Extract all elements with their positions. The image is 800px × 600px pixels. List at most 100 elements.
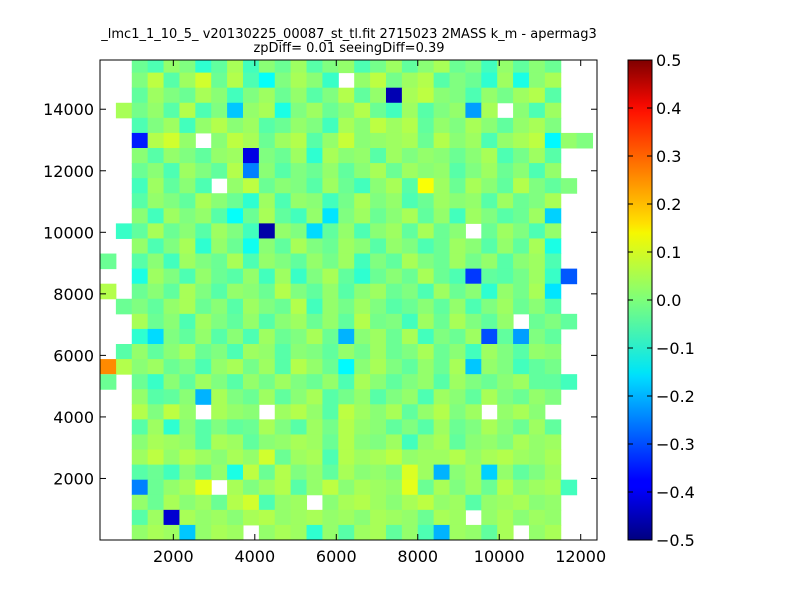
- heatmap-cell: [227, 449, 244, 466]
- heatmap-cell: [370, 509, 387, 526]
- heatmap-cell: [528, 494, 546, 511]
- heatmap-cell: [322, 87, 339, 104]
- heatmap-cell: [385, 117, 403, 134]
- heatmap-cell: [322, 132, 339, 149]
- heatmap-cell: [227, 102, 244, 119]
- heatmap-cell: [338, 283, 355, 300]
- heatmap-cell: [306, 72, 323, 89]
- heatmap-cell: [211, 298, 228, 315]
- heatmap-cell: [338, 238, 355, 255]
- heatmap-cell: [322, 148, 339, 164]
- heatmap-cell: [449, 404, 466, 420]
- heatmap-cell: [481, 163, 498, 179]
- heatmap-cell: [195, 374, 212, 390]
- heatmap-cell: [385, 374, 403, 390]
- heatmap-cell: [433, 359, 451, 375]
- heatmap-cell: [179, 419, 196, 435]
- heatmap-cell: [290, 464, 308, 481]
- y-tick-label: 8000: [53, 285, 94, 304]
- heatmap-cell: [227, 132, 244, 149]
- heatmap-cell: [401, 132, 419, 149]
- heatmap-cell: [354, 434, 371, 451]
- heatmap-cell: [163, 419, 180, 435]
- heatmap-cell: [179, 404, 196, 420]
- heatmap-cell: [544, 434, 562, 451]
- heatmap-cell: [163, 268, 180, 285]
- heatmap-cell: [544, 208, 562, 224]
- heatmap-cell: [290, 102, 308, 119]
- heatmap-cell: [544, 359, 562, 375]
- heatmap-cell: [513, 208, 530, 224]
- heatmap-cell: [528, 72, 546, 89]
- heatmap-cell: [385, 148, 403, 164]
- heatmap-cell: [163, 238, 180, 255]
- heatmap-cell: [385, 193, 403, 209]
- heatmap-cell: [481, 87, 498, 104]
- heatmap-cell: [322, 344, 339, 360]
- heatmap-cell: [370, 87, 387, 104]
- heatmap-cell: [513, 102, 530, 119]
- heatmap-cell: [370, 283, 387, 300]
- heatmap-cell: [211, 193, 228, 209]
- heatmap-cell: [227, 253, 244, 270]
- y-tick-label: 14000: [43, 100, 94, 119]
- heatmap-cell: [274, 148, 292, 164]
- heatmap-cell: [195, 464, 212, 481]
- heatmap-cell: [258, 434, 276, 451]
- heatmap-cell: [370, 60, 387, 74]
- heatmap-cell: [227, 72, 244, 89]
- heatmap-cell: [338, 148, 355, 164]
- heatmap-cell: [433, 268, 451, 285]
- heatmap-cell: [370, 434, 387, 451]
- heatmap-cell: [147, 313, 165, 330]
- heatmap-cell: [163, 163, 180, 179]
- heatmap-cell: [179, 60, 196, 74]
- heatmap-cell: [401, 208, 419, 224]
- heatmap-cell: [513, 359, 530, 375]
- colorbar-tick-label: 0.0: [656, 291, 681, 310]
- heatmap-cell: [433, 328, 451, 345]
- heatmap-cell: [290, 163, 308, 179]
- heatmap-cell: [274, 464, 292, 481]
- heatmap-cell: [560, 268, 578, 285]
- heatmap-cell: [306, 132, 323, 149]
- heatmap-cell: [481, 298, 498, 315]
- heatmap-cell: [274, 494, 292, 511]
- heatmap-cell: [465, 313, 482, 330]
- heatmap-cell: [163, 434, 180, 451]
- heatmap-cell: [465, 238, 482, 255]
- heatmap-cell: [227, 479, 244, 496]
- heatmap-cell: [163, 464, 180, 481]
- heatmap-cell: [131, 283, 149, 300]
- heatmap-cell: [179, 132, 196, 149]
- heatmap-cell: [417, 117, 435, 134]
- heatmap-cell: [131, 238, 149, 255]
- heatmap-cell: [481, 434, 498, 451]
- heatmap-cell: [528, 509, 546, 526]
- heatmap-cell: [179, 464, 196, 481]
- heatmap-cell: [528, 178, 546, 194]
- heatmap-cell: [322, 117, 339, 134]
- heatmap-cell: [433, 163, 451, 179]
- heatmap-cell: [242, 163, 260, 179]
- heatmap-cell: [211, 494, 228, 511]
- heatmap-cell: [354, 374, 371, 390]
- heatmap-cell: [481, 419, 498, 435]
- heatmap-cell: [242, 389, 260, 405]
- heatmap-cell: [227, 524, 244, 541]
- heatmap-cell: [338, 117, 355, 134]
- heatmap-cell: [195, 298, 212, 315]
- heatmap-cell: [338, 404, 355, 420]
- heatmap-cell: [290, 253, 308, 270]
- heatmap-cell: [370, 178, 387, 194]
- heatmap-cell: [242, 374, 260, 390]
- heatmap-cell: [528, 404, 546, 420]
- heatmap-cell: [227, 60, 244, 74]
- heatmap-cell: [131, 148, 149, 164]
- heatmap-cell: [338, 464, 355, 481]
- heatmap-cell: [544, 464, 562, 481]
- heatmap-cell: [528, 148, 546, 164]
- heatmap-cell: [338, 193, 355, 209]
- heatmap-cell: [544, 449, 562, 466]
- heatmap-cell: [544, 268, 562, 285]
